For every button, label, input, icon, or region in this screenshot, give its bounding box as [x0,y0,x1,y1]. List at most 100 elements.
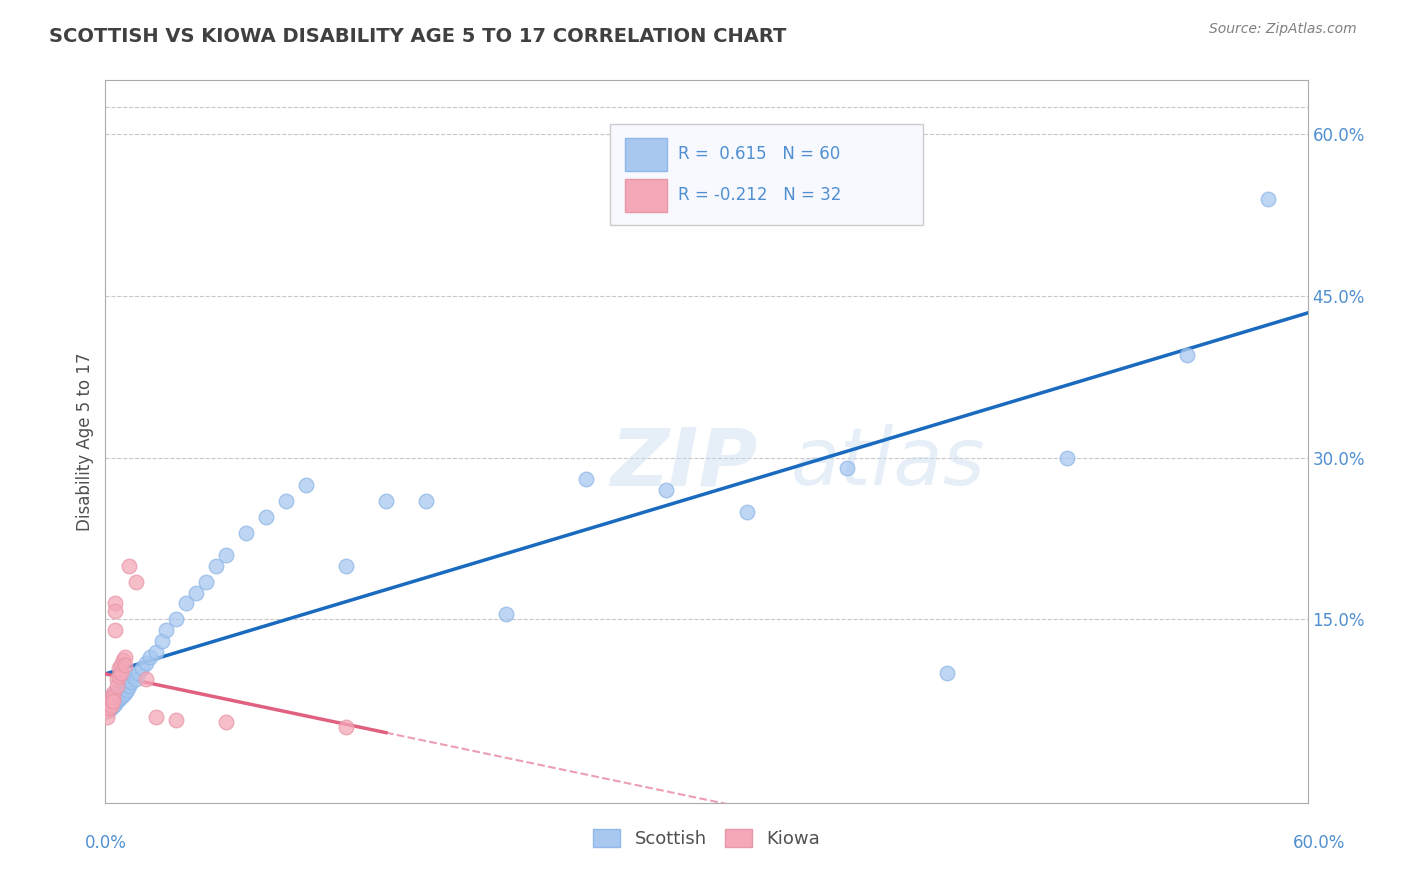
Point [495,607,517,621]
Point [145,645,167,659]
Point [96,701,118,715]
Point [100,690,122,705]
Point [112,653,135,667]
Point [104,686,127,700]
Point [98,697,121,711]
Point [122,668,145,682]
Text: 60.0%: 60.0% [1292,834,1346,852]
Point [98,701,121,715]
Point [103,688,125,702]
Point [107,694,129,708]
Point [131,661,153,675]
Point [100,694,122,708]
Point [98,693,121,707]
Point [118,679,141,693]
Point [135,656,157,670]
Point [112,688,135,702]
Point [103,694,125,708]
Point [110,682,132,697]
Point [174,596,197,610]
Point [114,650,136,665]
Point [114,657,136,672]
Point [104,596,127,610]
Point [96,704,118,718]
Point [1056,450,1078,465]
Point [100,697,122,711]
Point [274,493,297,508]
Point [96,709,118,723]
Point [214,548,236,562]
Point [98,698,121,713]
Point [110,666,132,681]
Text: SCOTTISH VS KIOWA DISABILITY AGE 5 TO 17 CORRELATION CHART: SCOTTISH VS KIOWA DISABILITY AGE 5 TO 17… [49,27,786,45]
FancyBboxPatch shape [624,138,666,170]
Point [121,675,143,690]
Point [108,668,131,682]
Point [112,681,135,695]
Point [118,672,141,686]
Point [335,558,357,573]
Text: ZIP: ZIP [610,425,758,502]
Point [107,688,129,702]
Point [103,686,125,700]
Point [214,714,236,729]
Point [936,666,959,681]
Point [194,574,217,589]
Point [98,703,121,717]
Point [118,558,141,573]
Point [114,686,136,700]
Text: 0.0%: 0.0% [84,834,127,852]
Point [108,684,131,698]
Point [103,690,125,705]
Point [96,697,118,711]
Point [104,604,127,618]
Point [155,624,177,638]
Point [104,692,127,706]
Point [127,666,149,681]
Point [145,709,167,723]
Point [110,690,132,705]
Point [150,634,173,648]
Point [100,701,122,715]
Text: R =  0.615   N = 60: R = 0.615 N = 60 [678,145,839,163]
Point [96,701,118,715]
Point [254,510,277,524]
Point [415,493,437,508]
Point [295,477,318,491]
Point [98,693,121,707]
Point [124,574,146,589]
Point [110,657,132,672]
Point [108,661,131,675]
Point [165,612,187,626]
Point [104,624,127,638]
Point [124,672,146,686]
Point [375,493,398,508]
Point [1177,348,1199,362]
Text: atlas: atlas [790,425,986,502]
Point [655,483,678,497]
Point [103,698,125,713]
Point [117,682,139,697]
Point [107,672,129,686]
Point [204,558,226,573]
FancyBboxPatch shape [624,179,666,211]
Point [103,694,125,708]
Point [100,690,122,705]
Text: R = -0.212   N = 32: R = -0.212 N = 32 [678,186,841,204]
Point [235,526,257,541]
Point [100,698,122,713]
Point [135,672,157,686]
Text: Source: ZipAtlas.com: Source: ZipAtlas.com [1209,22,1357,37]
Point [575,472,598,486]
Point [835,461,858,475]
Point [735,505,758,519]
Point [138,650,160,665]
FancyBboxPatch shape [610,124,922,225]
Point [107,679,129,693]
Point [184,585,207,599]
Point [114,677,136,691]
Point [108,692,131,706]
Point [96,698,118,713]
Point [1257,192,1279,206]
Y-axis label: Disability Age 5 to 17: Disability Age 5 to 17 [76,352,94,531]
